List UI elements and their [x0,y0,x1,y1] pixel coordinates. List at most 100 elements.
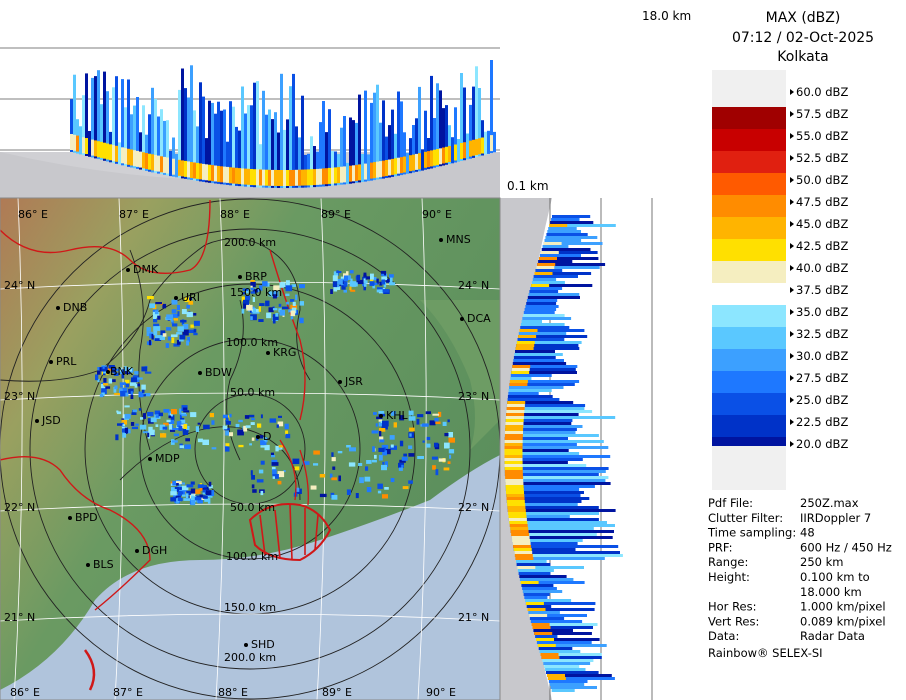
echo-pixel [282,306,289,310]
place-dca: DCA [467,312,491,325]
profile-row [505,416,616,419]
echo-pixel [285,433,291,439]
profile-core [271,169,274,186]
echo-pixel [371,459,377,463]
echo-pixel [422,423,429,427]
profile-core [232,167,235,184]
profile-row [524,596,548,599]
echo-pixel [182,429,187,433]
profile-column [343,116,346,185]
legend-swatch [712,371,786,393]
echo-pixel [124,427,129,434]
profile-core [415,153,418,170]
echo-pixel [155,415,160,418]
profile-row [543,662,591,665]
profile-column [346,162,349,185]
legend-tick [790,397,794,403]
profile-core [382,160,385,177]
profile-column [241,86,244,187]
legend-swatch [712,349,786,371]
echo-pixel [382,494,388,499]
profile-column [145,134,148,171]
echo-pixel [370,279,374,282]
legend-label: 57.5 dBZ [796,107,848,121]
legend-swatch-bottom [712,446,786,490]
profile-row [520,323,565,326]
echo-pixel [171,299,178,305]
profile-core [295,169,298,186]
echo-pixel [264,444,270,451]
profile-column [328,109,331,186]
profile-column [325,132,328,187]
profile-column [106,91,109,162]
legend-label: 22.5 dBZ [796,415,848,429]
echo-pixel [193,332,198,336]
echo-pixel [263,436,267,441]
profile-core [211,165,214,182]
profile-column [205,138,208,183]
profile-row [504,464,587,467]
profile-core [511,536,530,539]
profile-row [525,602,596,605]
profile-column [277,132,280,188]
profile-column [487,130,490,154]
echo-pixel [115,368,121,372]
echo-pixel [225,421,231,425]
legend-swatch [712,129,786,151]
profile-core [504,458,523,461]
info-key: Vert Res: [708,614,759,628]
profile-core [115,145,118,162]
echo-pixel [243,425,248,432]
echo-pixel [346,271,349,276]
echo-pixel [110,366,116,373]
echo-pixel [170,334,178,338]
profile-column [397,91,400,176]
profile-core [322,168,325,185]
echo-pixel [408,416,416,421]
sundarbans-delta [248,439,332,562]
echo-pixel [179,414,182,419]
echo-pixel [250,280,255,284]
echo-pixel [193,328,197,333]
profile-column [370,102,373,181]
info-value: 600 Hz / 450 Hz [800,540,892,554]
echo-pixel [171,337,175,343]
profile-core [513,545,532,548]
profile-core [510,527,529,530]
echo-pixel [155,424,159,427]
echo-pixel [144,393,151,397]
info-key: Range: [708,555,748,569]
profile-row [547,674,612,677]
echo-pixel [195,489,201,494]
echo-pixel [277,480,282,485]
echo-pixel [345,275,351,280]
profile-row [526,299,558,302]
profile-column [388,125,391,178]
profile-row [508,515,570,518]
profile-row [525,599,572,602]
profile-row [514,353,563,356]
legend-swatch [712,173,786,195]
echo-pixel [205,490,212,495]
echo-pixel [170,497,177,502]
echo-pixel [241,308,245,314]
profile-column [472,86,475,158]
echo-pixel [178,425,183,431]
legend-tick [790,243,794,249]
echo-pixel [99,393,103,398]
profile-core [331,167,334,184]
echo-pixel [389,277,393,284]
profile-column [298,137,301,188]
profile-column [85,73,88,156]
echo-pixel [179,445,184,449]
profile-row [545,668,586,671]
profile-core [253,169,256,186]
profile-core [505,479,524,482]
profile-column [373,92,376,181]
echo-pixel [182,494,186,497]
profile-row [550,221,594,224]
echo-pixel [381,444,389,449]
profile-column [403,132,406,175]
profile-core [490,135,493,152]
product-title: MAX (dBZ) [766,10,841,26]
